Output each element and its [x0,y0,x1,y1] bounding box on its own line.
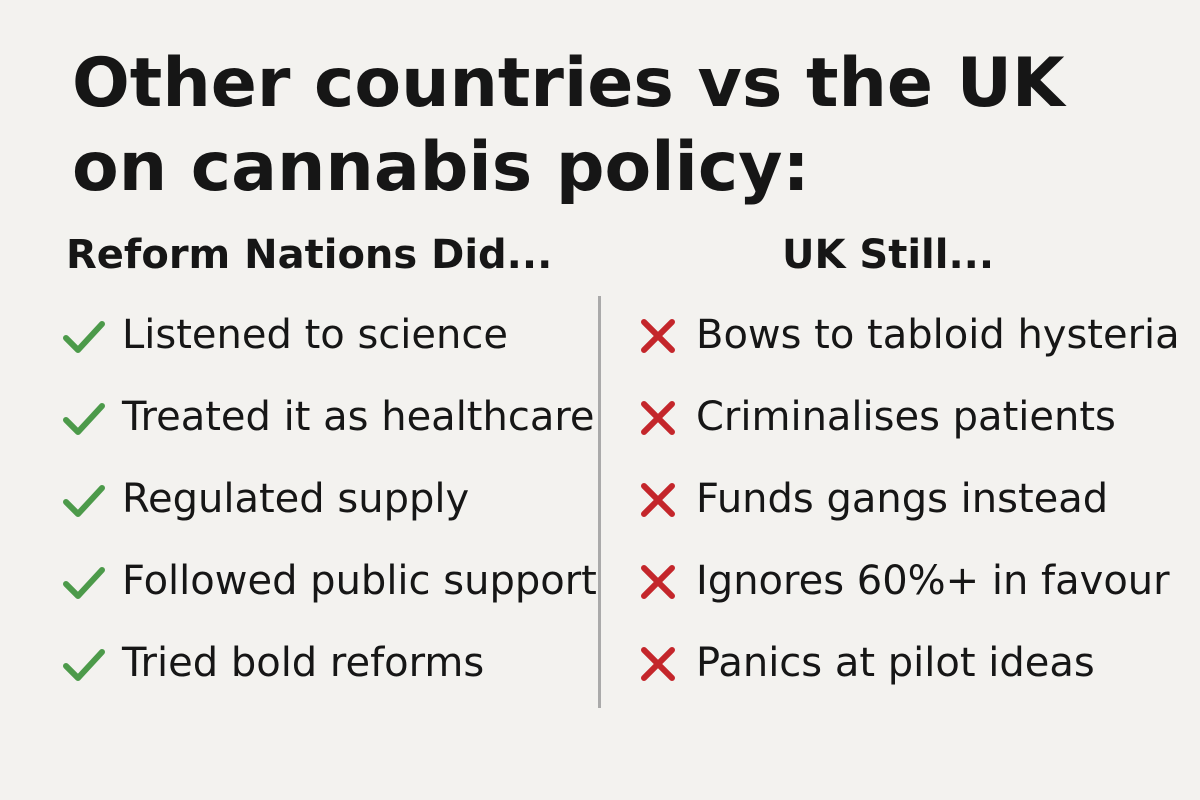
item-text: Regulated supply [122,476,470,522]
item-text: Listened to science [122,312,508,358]
left-list: Listened to science Treated it as healthc… [60,312,597,722]
list-item: Funds gangs instead [634,476,1180,558]
cross-icon [641,483,675,517]
check-icon [63,403,105,435]
item-text: Bows to tabloid hysteria [696,312,1180,358]
list-item: Followed public support [60,558,597,640]
check-icon [63,649,105,681]
item-text: Criminalises patients [696,394,1116,440]
item-text: Followed public support [122,558,597,604]
title: Other countries vs the UK on cannabis po… [72,44,1065,207]
item-text: Funds gangs instead [696,476,1109,522]
list-item: Criminalises patients [634,394,1180,476]
right-heading: UK Still... [782,232,995,278]
divider [598,296,601,708]
item-text: Tried bold reforms [122,640,485,686]
item-text: Treated it as healthcare [122,394,595,440]
item-text: Panics at pilot ideas [696,640,1095,686]
check-icon [63,485,105,517]
list-item: Regulated supply [60,476,597,558]
cross-icon [641,647,675,681]
check-icon [63,321,105,353]
list-item: Listened to science [60,312,597,394]
item-text: Ignores 60%+ in favour [696,558,1170,604]
right-list: Bows to tabloid hysteria Criminalises pat… [634,312,1180,722]
list-item: Panics at pilot ideas [634,640,1180,722]
left-heading: Reform Nations Did... [66,232,553,278]
cross-icon [641,565,675,599]
cross-icon [641,401,675,435]
cross-icon [641,319,675,353]
list-item: Bows to tabloid hysteria [634,312,1180,394]
list-item: Tried bold reforms [60,640,597,722]
check-icon [63,567,105,599]
list-item: Treated it as healthcare [60,394,597,476]
list-item: Ignores 60%+ in favour [634,558,1180,640]
